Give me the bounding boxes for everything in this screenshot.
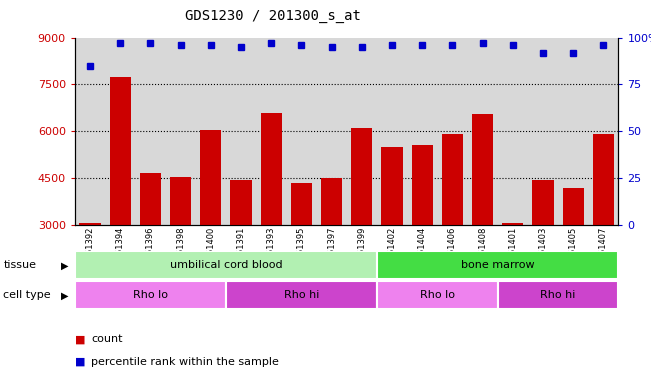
Bar xyxy=(109,76,131,225)
Text: Rho hi: Rho hi xyxy=(284,290,319,300)
Bar xyxy=(75,251,377,279)
Bar xyxy=(75,281,226,309)
Bar xyxy=(593,134,614,225)
Text: count: count xyxy=(91,334,122,344)
Bar xyxy=(497,281,618,309)
Text: Rho hi: Rho hi xyxy=(540,290,575,300)
Bar xyxy=(140,173,161,225)
Text: Rho lo: Rho lo xyxy=(133,290,168,300)
Bar xyxy=(562,188,584,225)
Bar xyxy=(533,180,553,225)
Text: bone marrow: bone marrow xyxy=(461,260,534,270)
Text: tissue: tissue xyxy=(3,261,36,270)
Bar xyxy=(377,251,618,279)
Text: umbilical cord blood: umbilical cord blood xyxy=(169,260,282,270)
Bar xyxy=(226,281,377,309)
Bar xyxy=(351,128,372,225)
Text: ▶: ▶ xyxy=(61,291,68,300)
Text: GDS1230 / 201300_s_at: GDS1230 / 201300_s_at xyxy=(186,9,361,23)
Bar xyxy=(321,178,342,225)
Text: ▶: ▶ xyxy=(61,261,68,270)
Bar xyxy=(260,112,282,225)
Text: ■: ■ xyxy=(75,334,85,344)
Bar xyxy=(442,134,463,225)
Bar xyxy=(201,130,221,225)
Bar xyxy=(291,183,312,225)
Text: cell type: cell type xyxy=(3,291,51,300)
Bar xyxy=(230,180,251,225)
Bar xyxy=(377,281,497,309)
Bar xyxy=(170,177,191,225)
Text: ■: ■ xyxy=(75,357,85,367)
Text: Rho lo: Rho lo xyxy=(420,290,455,300)
Bar xyxy=(472,114,493,225)
Bar xyxy=(79,224,100,225)
Bar xyxy=(502,224,523,225)
Bar xyxy=(381,147,402,225)
Text: percentile rank within the sample: percentile rank within the sample xyxy=(91,357,279,367)
Bar xyxy=(411,146,433,225)
